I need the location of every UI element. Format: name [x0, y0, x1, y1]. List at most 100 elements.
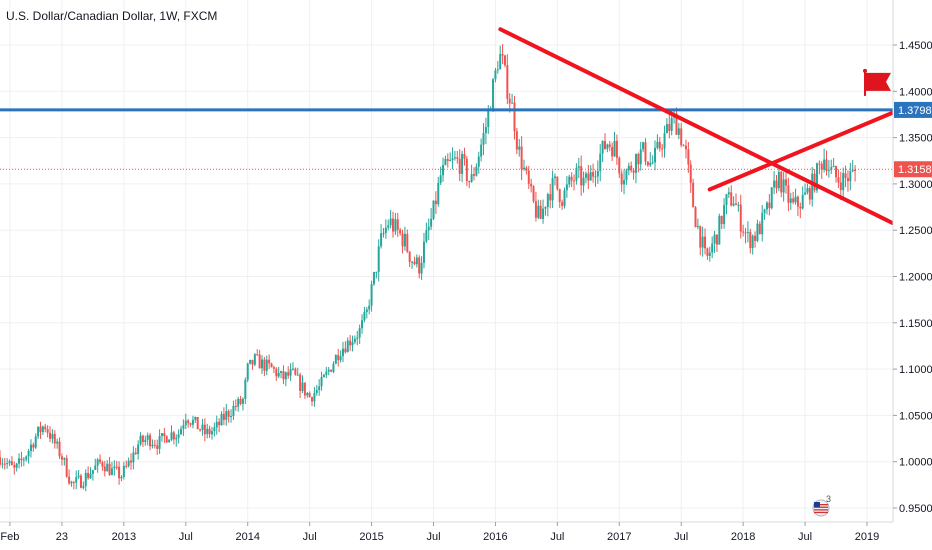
candle-down: [0, 457, 1, 465]
candle-down: [525, 167, 528, 171]
badge-stripe: [814, 509, 828, 511]
candle-up: [708, 252, 711, 256]
candle-up: [313, 392, 316, 402]
grid: [0, 0, 893, 522]
candle-up: [356, 337, 359, 339]
price-axis[interactable]: [893, 0, 932, 550]
candle-down: [287, 372, 290, 376]
candle-up: [106, 463, 109, 472]
candle-down: [503, 55, 506, 66]
candle-down: [687, 149, 690, 165]
candle-up: [432, 200, 435, 219]
candle-up: [594, 176, 597, 178]
candle-up: [496, 69, 499, 71]
candle-down: [222, 413, 225, 420]
candle-up: [120, 476, 123, 479]
candle-up: [122, 465, 125, 477]
candle-up: [215, 421, 218, 428]
candle-up: [325, 371, 328, 375]
candle-up: [480, 144, 483, 157]
candle-up: [811, 173, 814, 200]
candle-down: [46, 429, 49, 433]
badge-canton: [814, 502, 820, 507]
candle-up: [665, 124, 668, 134]
candle-down: [103, 466, 106, 472]
candle-up: [711, 243, 714, 253]
candle-up: [461, 154, 464, 174]
candle-down: [573, 180, 576, 182]
candle-down: [611, 146, 614, 157]
candle-up: [394, 219, 397, 232]
candle-up: [170, 432, 173, 440]
candle-down: [311, 397, 314, 402]
candle-down: [268, 359, 271, 364]
candle-up: [361, 320, 364, 329]
candle-up: [542, 208, 545, 219]
badge-count: 3: [826, 494, 831, 504]
candle-down: [844, 173, 847, 178]
x-tick-label: 23: [56, 531, 68, 543]
candle-down: [349, 340, 352, 346]
candle-down: [527, 170, 530, 184]
candle-down: [758, 223, 761, 235]
candle-up: [601, 140, 604, 154]
time-axis[interactable]: [0, 522, 893, 550]
candle-down: [720, 215, 723, 225]
candle-up: [627, 165, 630, 171]
candle-up: [363, 312, 366, 321]
candle-up: [220, 413, 223, 426]
candle-down: [768, 202, 771, 209]
candle-down: [87, 472, 90, 479]
candle-down: [658, 141, 661, 149]
candle-down: [689, 164, 692, 183]
candle-up: [756, 223, 759, 241]
candle-up: [553, 176, 556, 179]
candle-up: [225, 411, 228, 420]
candle-down: [282, 371, 285, 380]
candle-down: [399, 229, 402, 234]
candle-up: [387, 225, 390, 228]
y-tick-label: 1.05000: [899, 410, 932, 422]
flag-pole-top: [863, 68, 867, 73]
candle-up: [584, 173, 587, 178]
candle-up: [765, 202, 768, 210]
candle-up: [851, 169, 854, 172]
candle-up: [732, 203, 735, 206]
candle-up: [56, 441, 59, 444]
candles: [0, 43, 857, 492]
candle-down: [408, 251, 411, 262]
candle-up: [75, 477, 78, 483]
candle-up: [253, 354, 256, 365]
candle-up: [487, 109, 490, 128]
candle-up: [544, 207, 547, 209]
candle-up: [84, 472, 87, 487]
candle-up: [499, 54, 502, 70]
badge-stripe: [814, 504, 828, 506]
candle-up: [634, 153, 637, 173]
candle-down: [65, 458, 68, 477]
candle-down: [699, 225, 702, 248]
flag-cloth: [866, 72, 891, 91]
candle-down: [227, 411, 230, 417]
candle-up: [639, 149, 642, 165]
candle-down: [837, 177, 840, 183]
candle-down: [256, 354, 259, 356]
candle-up: [96, 459, 99, 466]
candle-down: [299, 374, 302, 391]
candle-down: [418, 257, 421, 274]
candle-up: [746, 231, 749, 233]
candle-up: [649, 162, 652, 166]
candle-up: [237, 398, 240, 407]
x-tick-label: 2019: [855, 531, 879, 543]
candle-down: [680, 128, 683, 146]
candle-up: [82, 486, 85, 488]
candle-up: [613, 140, 616, 157]
candle-up: [701, 236, 704, 248]
candle-down: [101, 462, 104, 467]
candle-down: [465, 158, 468, 182]
candle-up: [265, 359, 268, 371]
candle-up: [475, 166, 478, 176]
